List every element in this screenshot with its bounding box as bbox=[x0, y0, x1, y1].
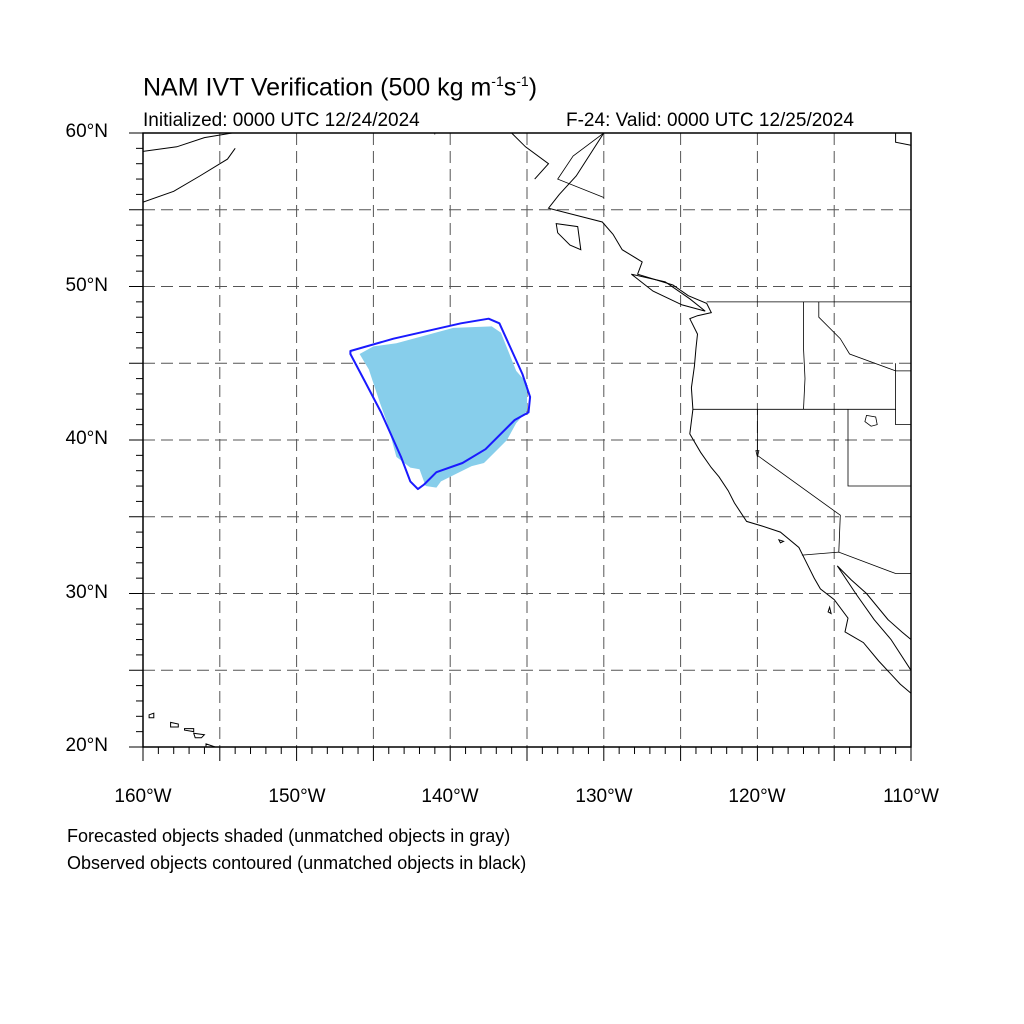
verification-objects bbox=[349, 317, 532, 491]
island bbox=[827, 605, 832, 615]
political-border bbox=[847, 409, 911, 487]
political-border bbox=[895, 363, 911, 426]
lat-label-50n: 50°N bbox=[65, 275, 108, 296]
lat-label-20n: 20°N bbox=[65, 735, 108, 756]
coastline bbox=[143, 133, 233, 152]
island bbox=[192, 732, 206, 739]
geography bbox=[143, 133, 911, 747]
lon-label-120w: 120°W bbox=[728, 786, 786, 807]
lon-label-140w: 140°W bbox=[421, 786, 479, 807]
note-observed: Observed objects contoured (unmatched ob… bbox=[67, 853, 527, 873]
political-border bbox=[801, 551, 911, 574]
lake bbox=[864, 414, 878, 427]
lon-label-130w: 130°W bbox=[575, 786, 633, 807]
coastline bbox=[143, 148, 236, 203]
political-border bbox=[757, 409, 841, 553]
valid-time: F-24: Valid: 0000 UTC 12/25/2024 bbox=[566, 110, 854, 131]
initialized-time: Initialized: 0000 UTC 12/24/2024 bbox=[143, 110, 420, 131]
observed-object-contour bbox=[349, 317, 532, 491]
lat-label-60n: 60°N bbox=[65, 121, 108, 142]
coastline bbox=[547, 133, 911, 694]
political-border bbox=[557, 133, 605, 198]
coastline bbox=[511, 133, 550, 180]
axis-ticks bbox=[129, 132, 912, 761]
lon-label-150w: 150°W bbox=[268, 786, 326, 807]
island bbox=[170, 721, 179, 728]
note-forecast: Forecasted objects shaded (unmatched obj… bbox=[67, 826, 511, 846]
coastline bbox=[836, 565, 911, 671]
island bbox=[555, 223, 582, 251]
lake bbox=[755, 450, 760, 457]
lon-label-160w: 160°W bbox=[114, 786, 172, 807]
forecast-object-shaded bbox=[359, 326, 527, 488]
coastline bbox=[895, 133, 911, 146]
island bbox=[148, 712, 155, 719]
lon-label-110w: 110°W bbox=[883, 786, 939, 807]
lat-label-40n: 40°N bbox=[65, 428, 108, 449]
island bbox=[184, 728, 195, 733]
political-border bbox=[803, 301, 806, 410]
island bbox=[631, 273, 706, 312]
political-border bbox=[818, 301, 911, 372]
lat-label-30n: 30°N bbox=[65, 582, 108, 603]
island bbox=[777, 538, 785, 544]
chart-title: NAM IVT Verification (500 kg m-1s-1) bbox=[143, 73, 538, 102]
